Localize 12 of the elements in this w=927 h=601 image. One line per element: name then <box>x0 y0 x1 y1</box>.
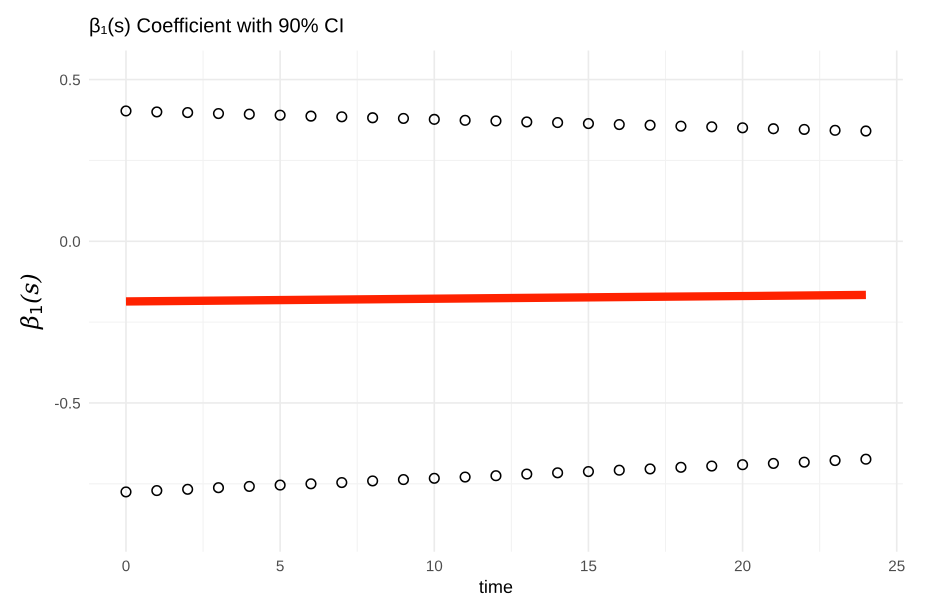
x-tick-label: 5 <box>276 560 284 572</box>
y-tick-label: 0.5 <box>60 74 80 86</box>
x-tick-label: 20 <box>734 560 750 572</box>
y-axis-title: β$_{1}$(s) <box>20 274 44 330</box>
y-tick-label: -0.5 <box>55 398 80 409</box>
chart-title: β₁(s) Coefficient with 90% CI <box>90 18 342 36</box>
x-tick-label: 10 <box>426 560 442 572</box>
y-tick-label: 0.0 <box>60 236 80 247</box>
x-tick-label: 15 <box>581 560 596 572</box>
x-tick-label: 0 <box>122 560 130 572</box>
x-tick-label: 25 <box>889 560 905 572</box>
x-axis-title: time <box>479 580 512 594</box>
